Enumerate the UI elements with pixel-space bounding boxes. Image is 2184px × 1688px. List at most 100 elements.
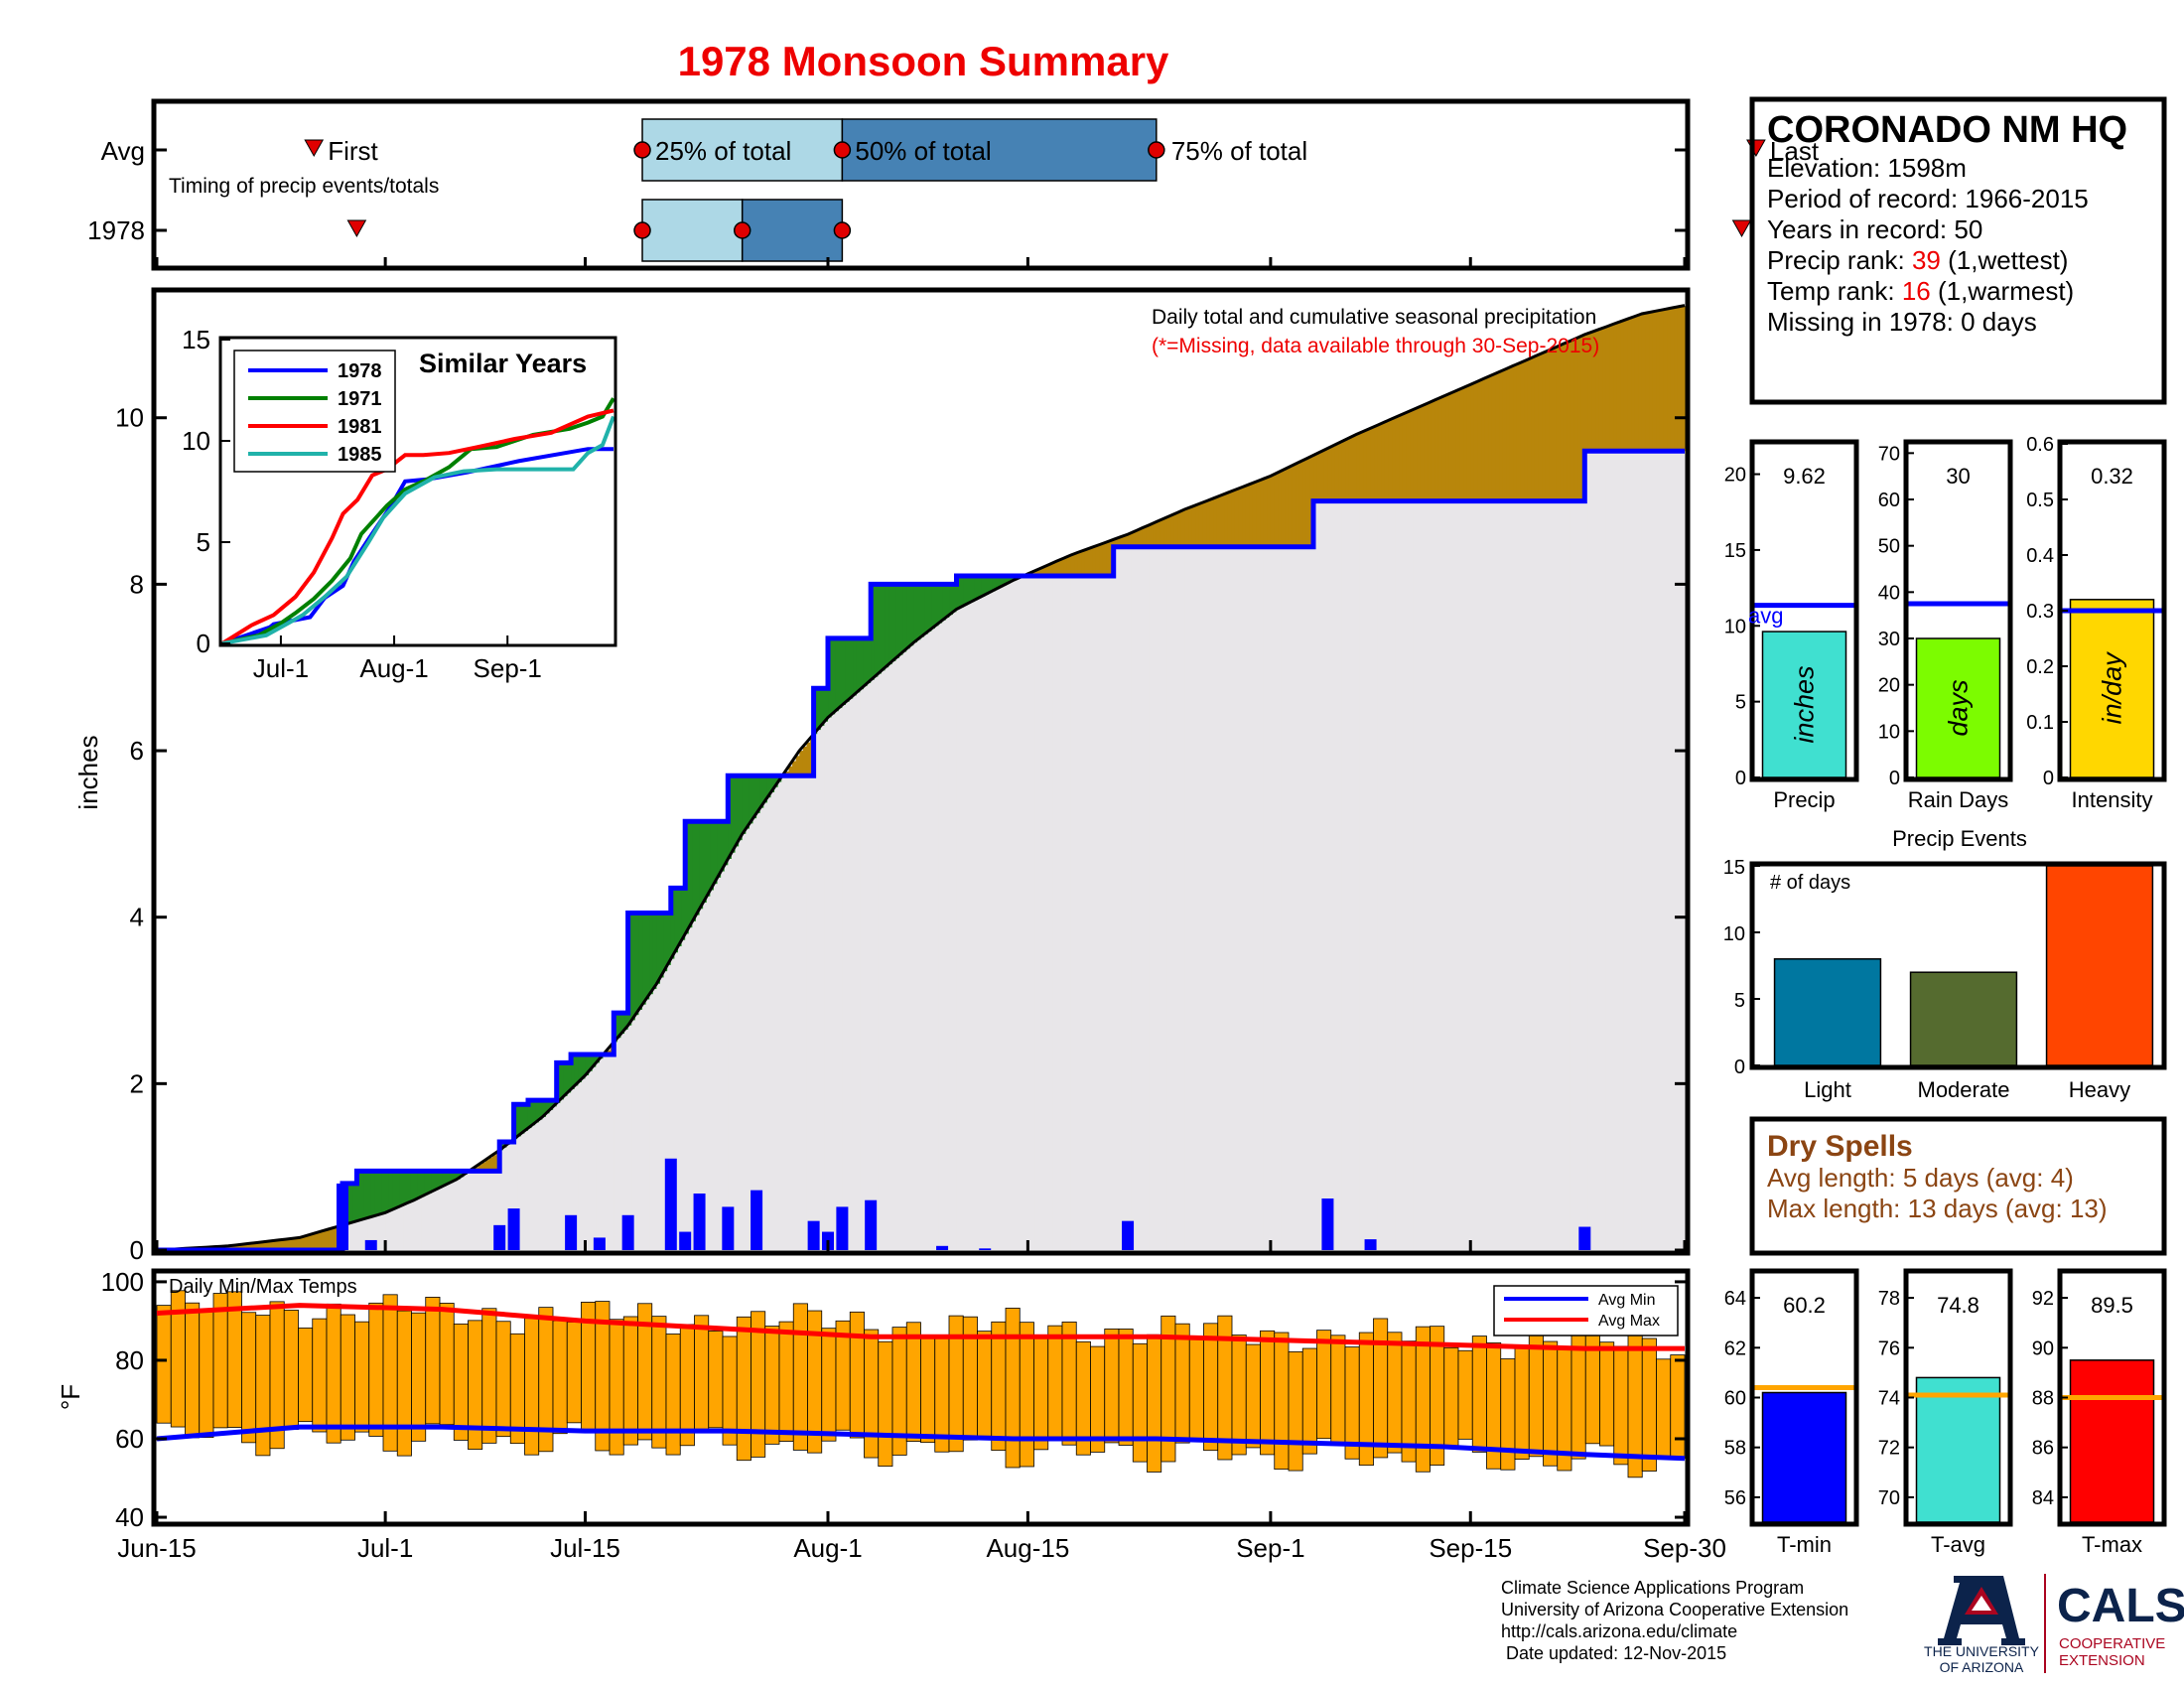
below-average-area [1074,553,1079,577]
cumulative-base-area [1516,500,1522,1251]
daily-temp-bar [1584,1324,1600,1445]
cumulative-base-area [567,1092,572,1250]
cumulative-base-area [616,1038,622,1250]
cumulative-base-area [1338,500,1343,1251]
cumulative-base-area [1567,500,1571,1251]
cumulative-base-area [1142,546,1147,1250]
mini-panel-tick-label: 60 [1724,1388,1746,1410]
above-average-area [571,1055,576,1089]
daily-temp-bar [905,1322,921,1443]
above-average-area [963,576,968,606]
below-average-area [1252,483,1258,547]
mini-panel-t_min: 60.2 56 58 60 62 64 T-min [1724,1268,1859,1557]
below-average-area [249,1243,254,1250]
above-average-area [374,1171,379,1216]
below-average-area [314,1233,319,1250]
cumulative-base-area [578,1081,583,1250]
above-average-area [849,637,854,699]
mini-panel-tick-label: 10 [1724,616,1746,637]
below-average-area [1631,317,1636,452]
temp-y-tick-label: 80 [115,1345,144,1375]
cumulative-base-area [607,1055,612,1250]
cumulative-base-area [1484,500,1489,1251]
cumulative-base-area [992,591,997,1250]
cumulative-base-area [1198,546,1204,1250]
below-average-area [1191,506,1196,547]
above-average-area [446,1171,451,1185]
above-average-area [574,1055,579,1086]
cumulative-base-area [1334,500,1339,1251]
daily-temp-bar [1457,1349,1473,1440]
cumulative-base-area [660,977,665,1250]
above-average-area [656,913,661,984]
cumulative-base-area [1124,546,1129,1250]
station-frame [1749,96,2167,405]
daily-temp-bar [1005,1308,1021,1469]
daily-precip-bar [693,1193,706,1250]
above-average-area [853,637,858,696]
cumulative-base-area [513,1139,518,1250]
cumulative-base-area [788,775,793,1250]
below-average-area [799,751,804,776]
below-average-area [1274,474,1279,547]
above-average-area [581,1055,587,1079]
temperature-legend: Avg Min Avg Max [1493,1285,1679,1336]
above-average-area [735,775,740,847]
daily-precip-bar [936,1245,949,1250]
mini-panel-tick-label: 0.1 [2026,712,2054,734]
cumulative-base-area [638,1009,643,1250]
avg-max-line [156,1303,1685,1351]
cumulative-base-area [1587,451,1593,1251]
y-tick-label: 8 [130,569,144,599]
below-average-area [1556,347,1561,501]
station-period: Period of record: 1966-2015 [1767,184,2089,213]
cumulative-base-area [1081,576,1086,1250]
cumulative-base-area [810,775,815,1250]
above-average-area [949,584,954,616]
below-average-area [1413,409,1418,501]
cumulative-base-area [1552,500,1558,1251]
dry-spells-title: Dry Spells [1767,1130,1913,1163]
above-average-area [524,1104,529,1131]
cumulative-base-area [838,708,843,1250]
cumulative-base-area [585,1074,590,1250]
cumulative-base-area [663,971,668,1250]
mini-panel-value: 0.32 [2091,464,2133,489]
below-average-area [1602,328,1607,452]
cumulative-base-area [1288,546,1294,1250]
daily-temp-bar [552,1320,568,1435]
cumulative-base-area [1234,546,1240,1250]
cumulative-base-area [763,802,768,1250]
cumulative-base-area [1549,500,1554,1251]
daily-precip-bar [664,1158,677,1250]
below-average-area [1331,446,1336,501]
below-average-area [1195,504,1200,547]
inset-y-tick-label: 5 [197,527,210,557]
above-average-area [746,775,751,829]
below-average-area [1270,476,1276,547]
cumulative-base-area [924,633,929,1250]
above-average-area [403,1171,408,1205]
cumulative-base-area [1638,451,1643,1251]
below-average-area [1563,344,1568,501]
below-average-area [1034,570,1039,577]
cumulative-base-area [1034,576,1039,1250]
mini-panel-value: 60.2 [1783,1293,1826,1318]
cumulative-base-area [413,1199,419,1250]
above-average-area [592,1055,597,1067]
below-average-area [1552,349,1558,501]
cumulative-base-area [464,1174,469,1250]
cumulative-base-area [1563,500,1568,1251]
cumulative-base-area [1227,546,1232,1250]
below-average-area [1334,444,1339,501]
below-average-area [1481,379,1486,501]
cumulative-base-area [488,1171,493,1250]
cumulative-base-area [728,859,733,1250]
mini-panel-tick-label: 0.3 [2026,601,2054,623]
cumulative-base-area [885,667,889,1250]
cumulative-base-area [1652,451,1657,1251]
mini-panel-bar [1761,631,1847,778]
cumulative-base-area [535,1122,540,1250]
cumulative-base-area [1095,576,1100,1250]
above-average-area [992,576,997,592]
